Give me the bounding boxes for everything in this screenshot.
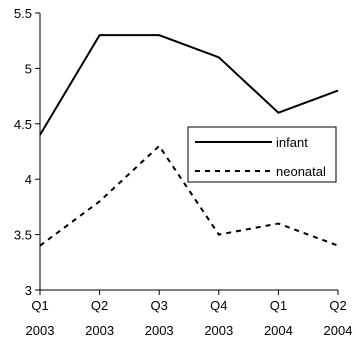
series-lines bbox=[39, 34, 339, 247]
legend-label-neonatal: neonatal bbox=[276, 164, 326, 179]
x-tick-label-year: 2003 bbox=[26, 323, 55, 338]
x-tick-label-year: 2003 bbox=[204, 323, 233, 338]
x-tick-label-quarter: Q3 bbox=[151, 298, 168, 313]
legend-box bbox=[187, 126, 337, 183]
series-line-infant bbox=[39, 34, 339, 136]
legend-label-infant: infant bbox=[276, 135, 308, 150]
x-tick-label-year: 2003 bbox=[85, 323, 114, 338]
y-tick-label: 4.5 bbox=[14, 117, 32, 132]
y-tick-label: 4 bbox=[25, 172, 32, 187]
x-tick-label-quarter: Q2 bbox=[91, 298, 108, 313]
y-tick-label: 5.5 bbox=[14, 6, 32, 21]
x-tick-label-quarter: Q2 bbox=[329, 298, 346, 313]
y-tick-label: 3.5 bbox=[14, 228, 32, 243]
x-tick-label-quarter: Q1 bbox=[31, 298, 48, 313]
x-tick-labels: Q1 2003 Q2 2003 Q3 2003 Q4 2003 Q1 2004 Q2 2004 bbox=[26, 298, 353, 338]
x-tick-label-year: 2004 bbox=[264, 323, 293, 338]
legend: infant neonatal bbox=[187, 126, 337, 183]
axes bbox=[35, 12, 339, 295]
x-tick-label-year: 2003 bbox=[145, 323, 174, 338]
y-tick-labels: 3 3.5 4 4.5 5 5.5 bbox=[14, 6, 32, 298]
x-tick-label-quarter: Q1 bbox=[270, 298, 287, 313]
x-tick-label-year: 2004 bbox=[324, 323, 353, 338]
series-line-neonatal bbox=[39, 144, 339, 247]
x-tick-label-quarter: Q4 bbox=[210, 298, 227, 313]
y-tick-label: 3 bbox=[25, 283, 32, 298]
y-tick-label: 5 bbox=[25, 61, 32, 76]
